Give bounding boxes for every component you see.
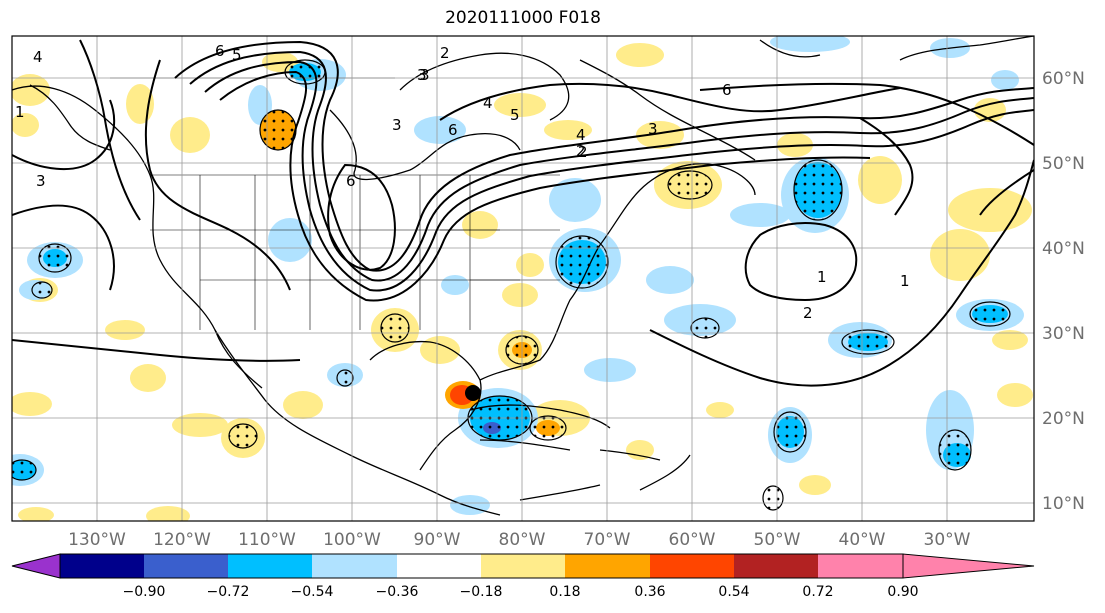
contour-label: 3 bbox=[392, 116, 402, 134]
colorbar-segment bbox=[734, 554, 818, 578]
colorbar-tick: −0.54 bbox=[291, 584, 334, 600]
contour-label: 2 bbox=[576, 142, 586, 160]
contour-label: 6 bbox=[448, 121, 458, 139]
contour-labels: 6 5 4 3 2 1 3 2 3 4 5 6 6 4 3 2 6 1 2 1 … bbox=[15, 42, 910, 322]
contour-label: 2 bbox=[578, 143, 588, 161]
colorbar-tick: 0.72 bbox=[802, 584, 833, 600]
lat-label: 60°N bbox=[1042, 69, 1085, 89]
map-frame bbox=[11, 35, 1035, 522]
colorbar-tick: −0.36 bbox=[376, 584, 419, 600]
colorbar-segment bbox=[144, 554, 228, 578]
contour-label: 6 bbox=[722, 81, 732, 99]
colorbar: −0.90 −0.72 −0.54 −0.36 −0.18 0.18 0.36 … bbox=[11, 553, 1035, 600]
colorbar-ticks: −0.90 −0.72 −0.54 −0.36 −0.18 0.18 0.36 … bbox=[123, 584, 919, 600]
contour-label: 1 bbox=[900, 272, 910, 290]
lat-label: 20°N bbox=[1042, 409, 1085, 429]
colorbar-segment bbox=[312, 554, 397, 578]
lat-label: 30°N bbox=[1042, 324, 1085, 344]
map-title: 2020111000 F018 bbox=[445, 8, 601, 28]
political-borders bbox=[110, 77, 560, 330]
colorbar-segment bbox=[60, 554, 144, 578]
lat-label: 10°N bbox=[1042, 494, 1085, 514]
longitude-labels: 130°W 120°W 110°W 100°W 90°W 80°W 70°W 6… bbox=[68, 530, 971, 550]
lon-label: 110°W bbox=[238, 530, 296, 550]
colorbar-segment bbox=[818, 554, 903, 578]
lon-label: 40°W bbox=[839, 530, 886, 550]
contour-label: 3 bbox=[648, 120, 658, 138]
contour-label: 3 bbox=[36, 172, 46, 190]
lon-label: 130°W bbox=[68, 530, 126, 550]
contour-label: 5 bbox=[510, 106, 520, 124]
map-panel: 6 5 4 3 2 1 3 2 3 4 5 6 6 4 3 2 6 1 2 1 … bbox=[12, 36, 1034, 521]
contour-label: 3 bbox=[420, 66, 430, 84]
colorbar-tick: 0.90 bbox=[887, 584, 918, 600]
lon-label: 70°W bbox=[584, 530, 631, 550]
lat-label: 50°N bbox=[1042, 154, 1085, 174]
contour-label: 4 bbox=[33, 48, 43, 66]
contour-label: 5 bbox=[232, 46, 242, 64]
graticule bbox=[12, 36, 1034, 521]
lat-label: 40°N bbox=[1042, 239, 1085, 259]
colorbar-tick: −0.90 bbox=[123, 584, 166, 600]
lon-label: 120°W bbox=[153, 530, 211, 550]
lon-label: 100°W bbox=[323, 530, 381, 550]
colorbar-tick: −0.72 bbox=[207, 584, 250, 600]
colorbar-segment bbox=[650, 554, 734, 578]
contour-label: 2 bbox=[440, 44, 450, 62]
colorbar-tick: 0.36 bbox=[634, 584, 665, 600]
contour-label: 6 bbox=[346, 172, 356, 190]
latitude-labels: 60°N 50°N 40°N 30°N 20°N 10°N bbox=[1042, 69, 1085, 514]
colorbar-segment bbox=[481, 554, 565, 578]
contour-label: 4 bbox=[483, 94, 493, 112]
lon-label: 30°W bbox=[924, 530, 971, 550]
colorbar-tick: −0.18 bbox=[460, 584, 503, 600]
contour-label: 6 bbox=[215, 42, 225, 60]
lon-label: 50°W bbox=[754, 530, 801, 550]
contour-label: 4 bbox=[576, 126, 586, 144]
colorbar-segment bbox=[565, 554, 650, 578]
colorbar-tick: 0.54 bbox=[718, 584, 749, 600]
contour-label: 1 bbox=[15, 103, 25, 121]
contour-label: 3 bbox=[417, 66, 427, 84]
colorbar-tick: 0.18 bbox=[549, 584, 580, 600]
colorbar-extend-right bbox=[902, 553, 1035, 579]
contour-label: 1 bbox=[817, 268, 827, 286]
lon-label: 60°W bbox=[669, 530, 716, 550]
colorbar-segment bbox=[397, 554, 481, 578]
lon-label: 80°W bbox=[499, 530, 546, 550]
colorbar-segment bbox=[228, 554, 312, 578]
height-contours bbox=[12, 39, 1034, 387]
colorbar-extend-left bbox=[11, 553, 61, 579]
lon-label: 90°W bbox=[414, 530, 461, 550]
contour-label: 2 bbox=[803, 304, 813, 322]
